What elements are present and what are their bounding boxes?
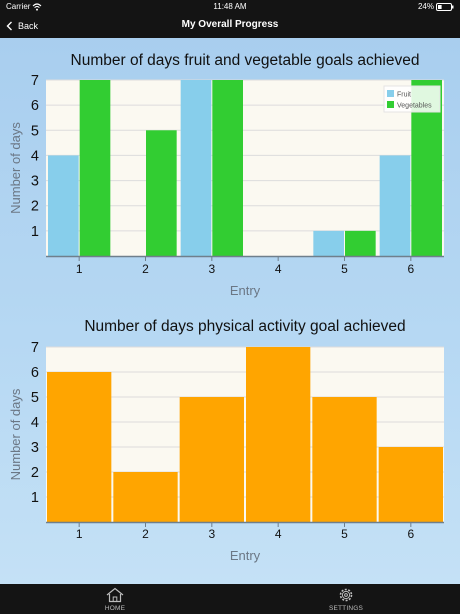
navigation-bar: Back My Overall Progress <box>0 14 460 38</box>
tab-home-label: HOME <box>104 605 126 612</box>
chart-bar <box>47 372 112 522</box>
legend-label: Fruit <box>397 92 411 99</box>
fruit-vegetable-chart: Number of days fruit and vegetable goals… <box>8 52 444 298</box>
x-tick-label: 1 <box>76 527 83 541</box>
chart-bar <box>312 397 377 522</box>
chart-title: Number of days fruit and vegetable goals… <box>71 52 420 69</box>
chart-bar <box>79 80 111 256</box>
plot-area <box>46 80 444 256</box>
carrier-label: Carrier <box>6 2 31 11</box>
legend-swatch <box>387 101 394 108</box>
tab-home[interactable]: HOME <box>75 584 155 614</box>
chart-bar <box>379 155 411 256</box>
y-tick-label: 2 <box>31 465 39 481</box>
y-tick-label: 7 <box>31 340 39 356</box>
gear-icon <box>339 588 353 602</box>
x-tick-label: 5 <box>341 262 348 276</box>
chart-title: Number of days physical activity goal ac… <box>84 318 405 335</box>
x-axis-label: Entry <box>230 548 261 563</box>
y-axis-label: Number of days <box>8 122 23 214</box>
clock-label: 11:48 AM <box>213 2 247 11</box>
y-axis-label: Number of days <box>8 388 23 480</box>
chart-bar <box>179 397 244 522</box>
back-label: Back <box>18 21 39 31</box>
x-tick-label: 5 <box>341 527 348 541</box>
page-title: My Overall Progress <box>181 19 279 30</box>
chart-bar <box>146 130 177 256</box>
x-tick-label: 3 <box>208 527 215 541</box>
legend-label: Vegetables <box>397 103 432 110</box>
y-tick-label: 7 <box>31 73 39 89</box>
y-tick-label: 4 <box>31 148 39 164</box>
y-tick-label: 6 <box>31 365 39 381</box>
status-bar: Carrier 11:48 AM 24% <box>0 0 460 14</box>
battery-percent: 24% <box>417 2 434 11</box>
chart-bar <box>48 155 79 256</box>
y-tick-label: 3 <box>31 440 39 456</box>
battery-icon <box>436 3 454 11</box>
x-tick-label: 2 <box>142 262 149 276</box>
x-axis-label: Entry <box>230 283 261 298</box>
tab-settings[interactable]: SETTINGS <box>306 584 386 614</box>
tab-settings-label: SETTINGS <box>328 605 364 612</box>
y-tick-label: 3 <box>31 174 39 190</box>
y-tick-label: 4 <box>31 415 39 431</box>
chart-bar <box>113 472 178 522</box>
x-tick-label: 6 <box>407 527 414 541</box>
chart-bar <box>246 347 311 522</box>
y-tick-label: 6 <box>31 98 39 114</box>
chart-bar <box>345 230 376 256</box>
x-tick-label: 4 <box>275 527 282 541</box>
y-tick-label: 5 <box>31 123 39 139</box>
plot-area <box>46 347 444 522</box>
x-tick-label: 2 <box>142 527 149 541</box>
y-tick-label: 1 <box>31 490 39 506</box>
chart-bar <box>212 80 243 256</box>
wifi-icon <box>32 3 42 11</box>
home-icon <box>106 587 124 603</box>
y-tick-label: 2 <box>31 199 39 215</box>
chart-bar <box>180 80 212 256</box>
tab-bar: HOME SETTINGS <box>0 584 460 614</box>
x-tick-label: 3 <box>208 262 215 276</box>
x-tick-label: 1 <box>76 262 83 276</box>
y-tick-label: 5 <box>31 390 39 406</box>
chart-bar <box>313 230 344 256</box>
chart-bar <box>378 447 443 522</box>
y-tick-label: 1 <box>31 224 39 240</box>
chevron-left-icon <box>6 21 12 31</box>
physical-activity-chart: Number of days physical activity goal ac… <box>8 318 444 563</box>
legend-swatch <box>387 90 394 97</box>
x-tick-label: 6 <box>407 262 414 276</box>
x-tick-label: 4 <box>275 262 282 276</box>
